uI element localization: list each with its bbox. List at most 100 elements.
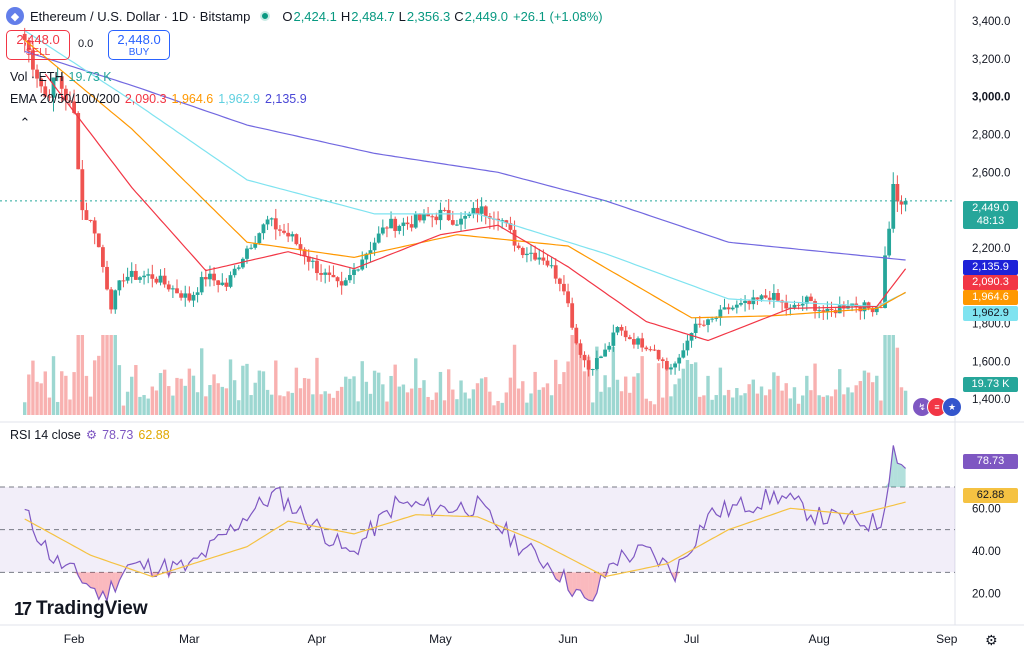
volume-bar (265, 389, 270, 415)
volume-bar (269, 394, 274, 415)
ohlc-close-key: C (454, 8, 464, 24)
volume-bar (315, 357, 319, 415)
candle-body (310, 260, 315, 262)
volume-bar (442, 400, 447, 415)
candle-body (343, 280, 348, 286)
volume-bar (895, 347, 900, 415)
volume-bar (339, 386, 344, 415)
buy-button[interactable]: 2,448.0 BUY (108, 30, 170, 60)
sell-price: 2,448.0 (16, 32, 60, 47)
candle-body (117, 280, 122, 291)
candle-body (656, 349, 661, 360)
volume-bar (772, 372, 776, 415)
candle-body (39, 78, 44, 87)
volume-bar (430, 399, 434, 415)
volume-bar (455, 399, 459, 415)
candle-body (129, 270, 134, 277)
candle-body (224, 282, 229, 287)
candle-body (273, 218, 278, 230)
rsi-legend[interactable]: RSI 14 close ⚙ 78.73 62.88 (10, 427, 175, 442)
rsi-settings-icon[interactable]: ⚙ (85, 428, 98, 442)
candle-body (125, 276, 130, 281)
volume-bar (800, 395, 805, 415)
candle-body (183, 293, 188, 298)
volume-bar (459, 380, 463, 415)
candle-body (512, 229, 517, 246)
candle-body (743, 300, 747, 304)
volume-bar (570, 335, 574, 415)
candle-body (417, 214, 422, 221)
volume-bar (698, 396, 702, 415)
candle-body (508, 223, 513, 230)
volume-bar (554, 359, 558, 415)
time-tick-label: May (429, 632, 452, 646)
volume-bar (467, 398, 471, 415)
candle-body (640, 338, 645, 348)
candle-body (599, 356, 603, 359)
volume-bar (220, 386, 224, 415)
candle-body (35, 69, 39, 79)
candle-body (549, 265, 554, 267)
candle-body (685, 340, 690, 351)
volume-bar (562, 372, 566, 415)
volume-bar (237, 400, 241, 415)
symbol-title[interactable]: Ethereum / U.S. Dollar · 1D · Bitstamp (30, 8, 251, 24)
time-tick-label: Feb (64, 632, 85, 646)
volume-bar (418, 387, 422, 415)
candle-body (179, 293, 184, 298)
candle-body (401, 222, 406, 226)
sell-button[interactable]: 2,448.0 SELL (6, 30, 70, 60)
candle-body (105, 266, 109, 290)
volume-bar (422, 380, 426, 415)
rsi-overbought-fill (901, 464, 906, 487)
ohlc-change: +26.1 (+1.08%) (512, 8, 603, 24)
candle-body (245, 248, 249, 259)
volume-bar (216, 383, 220, 415)
volume-bar (356, 401, 360, 415)
volume-bar (652, 404, 657, 415)
candle-body (714, 317, 719, 319)
chart-settings-icon[interactable]: ⚙ (985, 632, 998, 648)
candle-body (290, 234, 295, 237)
volume-bar (640, 356, 644, 415)
candle-body (356, 269, 361, 271)
candle-body (335, 277, 340, 282)
volume-bar (405, 392, 410, 415)
volume-bar (60, 371, 64, 415)
volume-bar (817, 395, 821, 415)
rsi-overbought-fill (893, 445, 898, 487)
tradingview-logo: 17 TradingView (14, 598, 148, 620)
volume-bar (759, 386, 764, 415)
candle-body (722, 307, 727, 310)
volume-bar (191, 375, 196, 415)
candle-body (240, 258, 245, 268)
candle-body (739, 303, 743, 305)
candle-body (187, 293, 192, 301)
ema-legend[interactable]: EMA 20/50/100/200 2,090.3 1,964.6 1,962.9 2,… (10, 92, 312, 106)
volume-bar (693, 362, 698, 415)
volume-bar (632, 376, 636, 415)
economic-event-icon[interactable]: ★ (942, 397, 962, 417)
candle-body (529, 252, 533, 254)
candle-body (669, 367, 673, 370)
candle-body (545, 260, 550, 266)
events-icons[interactable]: ↯ ≡ ★ (912, 397, 962, 417)
volume-bar (377, 372, 381, 415)
candle-body (142, 275, 146, 278)
candle-body (306, 256, 311, 262)
candle-body (607, 345, 612, 350)
rsi-oversold-fill (90, 572, 95, 589)
candle-body (154, 278, 159, 283)
volume-bar (344, 376, 348, 415)
volume-bar (323, 391, 327, 415)
volume-legend[interactable]: Vol · ETH 19.73 K (10, 70, 117, 84)
candle-body (632, 339, 636, 345)
time-tick-label: Jun (558, 632, 577, 646)
volume-bar (887, 335, 891, 415)
candle-body (405, 222, 410, 225)
collapse-legend-icon[interactable]: ⌃ (19, 115, 31, 130)
volume-bar (389, 375, 393, 415)
volume-bar (714, 395, 718, 415)
ema100-legend-value: 1,962.9 (218, 92, 260, 106)
